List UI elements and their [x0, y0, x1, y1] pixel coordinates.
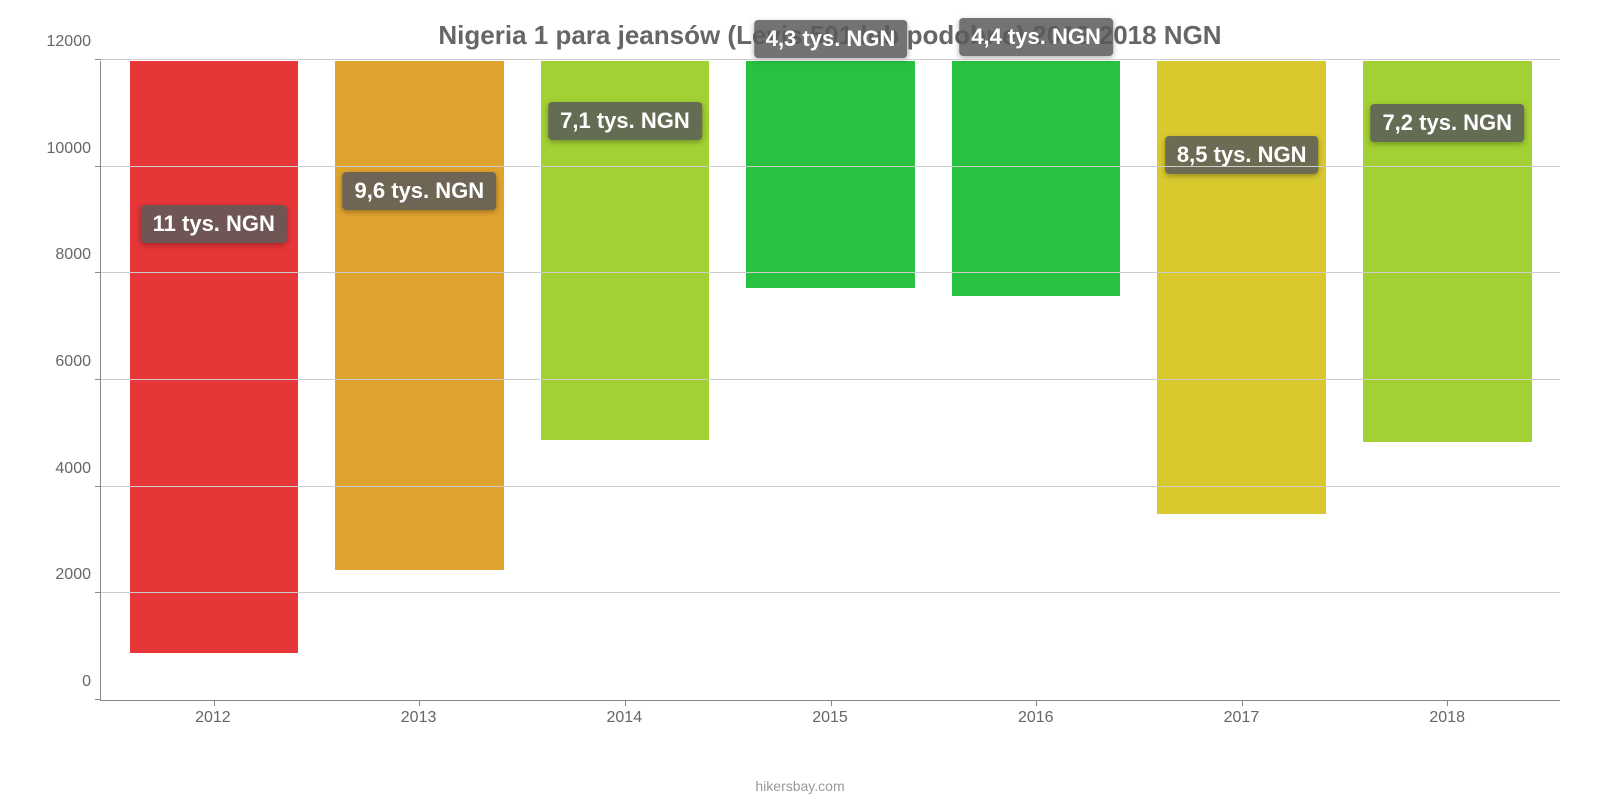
gridline: [101, 272, 1560, 273]
y-tickmark: [95, 699, 101, 700]
x-axis-label: 2016: [933, 709, 1139, 727]
bar-slot: 11 tys. NGN: [111, 61, 317, 700]
bars-group: 11 tys. NGN 9,6 tys. NGN 7,1 tys. NGN 4,3 t…: [101, 61, 1560, 700]
y-tick-label: 2000: [31, 566, 91, 584]
y-tickmark: [95, 592, 101, 593]
bar-slot: 4,4 tys. NGN: [933, 61, 1139, 700]
chart-footer: hikersbay.com: [0, 778, 1600, 794]
plot-area: 11 tys. NGN 9,6 tys. NGN 7,1 tys. NGN 4,3 t…: [100, 61, 1560, 701]
bar: 11 tys. NGN: [130, 61, 299, 653]
bar: 7,1 tys. NGN: [541, 61, 710, 440]
x-axis-label: 2015: [727, 709, 933, 727]
gridline: [101, 486, 1560, 487]
bar: 4,3 tys. NGN: [746, 61, 915, 288]
bar: 7,2 tys. NGN: [1363, 61, 1532, 442]
bar: 4,4 tys. NGN: [952, 61, 1121, 296]
bar-slot: 9,6 tys. NGN: [317, 61, 523, 700]
x-axis-label: 2014: [521, 709, 727, 727]
gridline: [101, 379, 1560, 380]
bar: 9,6 tys. NGN: [335, 61, 504, 570]
bar: 8,5 tys. NGN: [1157, 61, 1326, 514]
chart-container: Nigeria 1 para jeansów (Levis 501 lub po…: [0, 0, 1600, 800]
y-tick-label: 6000: [31, 353, 91, 371]
y-tick-label: 10000: [31, 140, 91, 158]
gridline: [101, 592, 1560, 593]
x-axis-labels: 2012201320142015201620172018: [100, 701, 1560, 727]
x-axis-label: 2013: [316, 709, 522, 727]
y-tickmark: [95, 486, 101, 487]
bar-slot: 7,1 tys. NGN: [522, 61, 728, 700]
bar-value-label: 7,2 tys. NGN: [1370, 104, 1524, 142]
bar-value-label: 4,3 tys. NGN: [754, 20, 908, 58]
x-axis-label: 2018: [1344, 709, 1550, 727]
y-tickmark: [95, 379, 101, 380]
bar-slot: 7,2 tys. NGN: [1344, 61, 1550, 700]
bar-value-label: 4,4 tys. NGN: [959, 18, 1113, 56]
bar-value-label: 9,6 tys. NGN: [343, 172, 497, 210]
x-axis-label: 2012: [110, 709, 316, 727]
y-tickmark: [95, 166, 101, 167]
y-tickmark: [95, 59, 101, 60]
y-tick-label: 12000: [31, 33, 91, 51]
y-tick-label: 8000: [31, 246, 91, 264]
y-tick-label: 0: [31, 673, 91, 691]
bar-slot: 4,3 tys. NGN: [728, 61, 934, 700]
gridline: [101, 166, 1560, 167]
bar-value-label: 11 tys. NGN: [141, 205, 287, 243]
y-tickmark: [95, 272, 101, 273]
y-tick-label: 4000: [31, 460, 91, 478]
gridline: [101, 59, 1560, 60]
bar-value-label: 8,5 tys. NGN: [1165, 136, 1319, 174]
bar-value-label: 7,1 tys. NGN: [548, 102, 702, 140]
bar-slot: 8,5 tys. NGN: [1139, 61, 1345, 700]
x-axis-label: 2017: [1139, 709, 1345, 727]
